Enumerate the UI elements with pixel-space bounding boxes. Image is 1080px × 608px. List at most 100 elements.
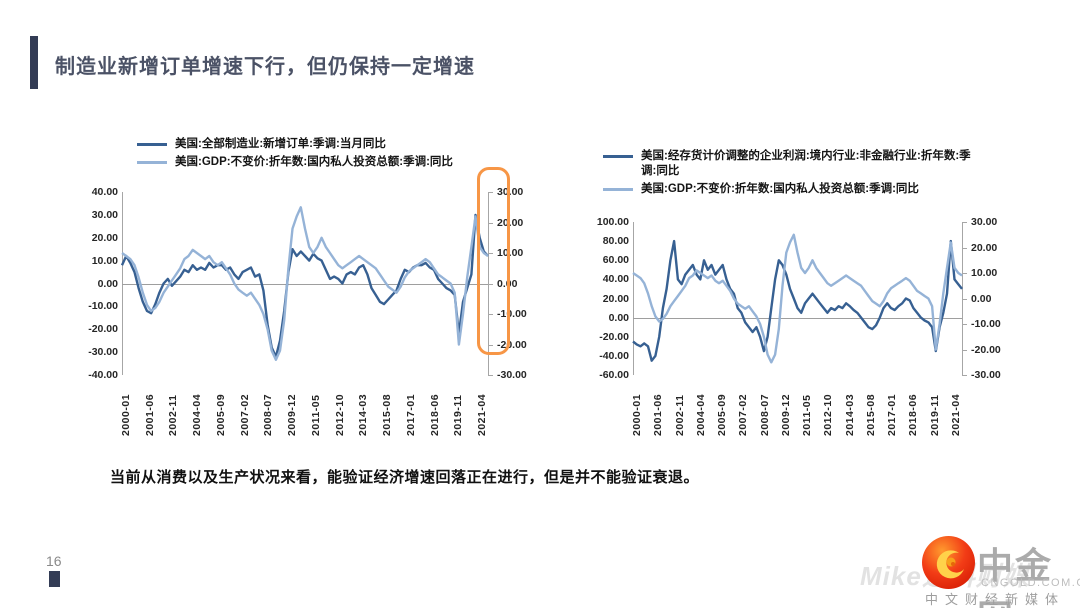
x-axis-tick-label: 2001-06 <box>652 393 665 436</box>
right-axis-tick <box>962 298 967 300</box>
x-axis-tick-label: 2002-11 <box>167 394 180 436</box>
y-axis-tick-label: -20.00 <box>599 330 629 343</box>
y-axis-tick-label: -20.00 <box>971 343 1001 356</box>
x-axis-tick-label: 2014-03 <box>357 393 370 436</box>
page-number: 16 <box>46 553 62 569</box>
right-axis-tick <box>962 222 967 223</box>
x-axis-tick-label: 2012-10 <box>822 393 835 436</box>
y-axis-tick-label: -30.00 <box>971 369 1001 381</box>
series-dark-line-icon <box>137 143 167 146</box>
y-axis-tick-label: -60.00 <box>599 369 629 381</box>
x-axis-tick-label: 2021-04 <box>476 393 488 436</box>
y-axis-tick-label: 20.00 <box>91 231 118 244</box>
y-axis-tick-label: 30.00 <box>971 216 998 228</box>
cngold-logo-icon <box>920 534 977 591</box>
x-axis-tick-label: 2019-11 <box>928 394 941 436</box>
right-axis-tick <box>488 283 493 285</box>
logo-domain-text: CNGOLD.COM.CN <box>981 577 1080 589</box>
x-axis-tick-label: 2000-01 <box>120 393 132 436</box>
x-axis-tick-label: 2018-06 <box>907 393 920 436</box>
y-axis-tick-label: 10.00 <box>971 267 998 279</box>
right-axis-tick <box>488 222 493 224</box>
y-axis-tick-label: 10.00 <box>497 247 524 259</box>
logo-tagline-text: 中文财经新媒体 <box>925 592 1066 607</box>
y-axis-tick-label: 80.00 <box>602 235 629 248</box>
y-axis-tick-label: -10.00 <box>971 318 1001 330</box>
y-axis-tick-label: 10.00 <box>91 254 118 267</box>
right-axis-tick <box>488 344 493 346</box>
x-axis-tick-label: 2009-12 <box>779 393 792 436</box>
right-axis-tick <box>962 273 967 274</box>
x-axis-tick-label: 2005-09 <box>716 393 729 436</box>
x-axis-tick-label: 2001-06 <box>143 393 156 436</box>
legend-label: 美国:全部制造业:新增订单:季调:当月同比 <box>175 138 386 150</box>
x-axis-tick-label: 2007-02 <box>238 393 251 436</box>
title-accent-bar <box>30 36 38 89</box>
series-light-line-icon <box>137 161 167 164</box>
right-axis-tick <box>962 375 967 376</box>
right-axis-tick <box>488 253 493 254</box>
right-axis-tick <box>962 247 967 249</box>
chart-plot-area <box>632 233 963 364</box>
y-axis-tick-label: -10.00 <box>497 308 527 320</box>
y-axis-tick-label: 40.00 <box>602 273 629 286</box>
y-axis-tick-label: 0.00 <box>97 277 118 290</box>
right-axis-tick <box>488 314 493 315</box>
legend-item: 美国:GDP:不变价:折年数:国内私人投资总额:季调:同比 <box>603 182 985 197</box>
legend-label: 美国:GDP:不变价:折年数:国内私人投资总额:季调:同比 <box>641 183 919 195</box>
logo-brand-text: 中金网 <box>977 545 1054 608</box>
legend-item: 美国:经存货计价调整的企业利润:境内行业:非金融行业:折年数:季调:同比 <box>603 149 985 179</box>
x-axis-tick-label: 2021-04 <box>950 393 962 436</box>
y-axis-tick-label: 20.00 <box>602 292 629 305</box>
y-axis-tick-label: 40.00 <box>91 186 118 198</box>
left-axis-line <box>633 222 634 375</box>
y-axis-tick-label: -40.00 <box>88 369 118 381</box>
y-axis-tick-label: 30.00 <box>91 208 118 221</box>
series-light-line-icon <box>603 188 633 191</box>
right-axis-tick <box>962 324 967 325</box>
x-axis-tick-label: 2017-01 <box>404 393 417 436</box>
x-axis-tick-label: 2019-11 <box>452 394 465 436</box>
x-axis-tick-label: 2017-01 <box>886 393 899 436</box>
series-line <box>121 206 489 362</box>
x-axis-tick-label: 2014-03 <box>843 393 856 436</box>
orange-highlight-annotation <box>477 167 510 355</box>
left-chart: 美国:全部制造业:新增订单:季调:当月同比 美国:GDP:不变价:折年数:国内私… <box>85 133 535 443</box>
x-axis-tick-label: 2002-11 <box>673 394 686 436</box>
y-axis-tick-label: -10.00 <box>88 300 118 313</box>
zero-gridline <box>633 318 962 319</box>
left-chart-legend: 美国:全部制造业:新增订单:季调:当月同比 美国:GDP:不变价:折年数:国内私… <box>137 137 527 173</box>
page-title: 制造业新增订单增速下行，但仍保持一定增速 <box>55 56 475 78</box>
y-axis-tick-label: -20.00 <box>88 323 118 336</box>
footer-accent-square <box>49 571 60 587</box>
series-line <box>632 239 963 362</box>
x-axis-tick-label: 2000-01 <box>631 393 643 436</box>
y-axis-tick-label: 20.00 <box>497 216 524 229</box>
y-axis-tick-label: 100.00 <box>596 216 629 228</box>
right-chart-legend: 美国:经存货计价调整的企业利润:境内行业:非金融行业:折年数:季调:同比 美国:… <box>603 149 985 200</box>
series-dark-line-icon <box>603 155 633 158</box>
y-axis-tick-label: 0.00 <box>971 292 992 305</box>
x-axis-tick-label: 2011-05 <box>801 394 814 436</box>
x-axis-tick-label: 2018-06 <box>428 393 441 436</box>
y-axis-tick-label: -30.00 <box>497 369 527 381</box>
x-axis-tick-label: 2009-12 <box>286 393 299 436</box>
right-chart: 美国:经存货计价调整的企业利润:境内行业:非金融行业:折年数:季调:同比 美国:… <box>593 145 1038 445</box>
y-axis-tick-label: -40.00 <box>599 349 629 362</box>
y-axis-tick-label: 60.00 <box>602 254 629 267</box>
x-axis-tick-label: 2011-05 <box>309 394 322 436</box>
x-axis-tick-label: 2015-08 <box>864 393 877 436</box>
chart-plot-area <box>120 206 489 362</box>
legend-item: 美国:全部制造业:新增订单:季调:当月同比 <box>137 137 527 152</box>
x-axis-tick-label: 2008-07 <box>262 393 275 436</box>
series-line <box>632 233 963 364</box>
x-axis-tick-label: 2012-10 <box>333 393 346 436</box>
y-axis-tick-label: 30.00 <box>497 186 524 198</box>
right-axis-tick <box>962 349 967 351</box>
series-line <box>120 213 489 358</box>
y-axis-tick-label: -30.00 <box>88 346 118 359</box>
legend-label: 美国:经存货计价调整的企业利润:境内行业:非金融行业:折年数:季调:同比 <box>641 150 971 177</box>
x-axis-tick-label: 2004-04 <box>694 393 707 436</box>
legend-label: 美国:GDP:不变价:折年数:国内私人投资总额:季调:同比 <box>175 156 453 168</box>
